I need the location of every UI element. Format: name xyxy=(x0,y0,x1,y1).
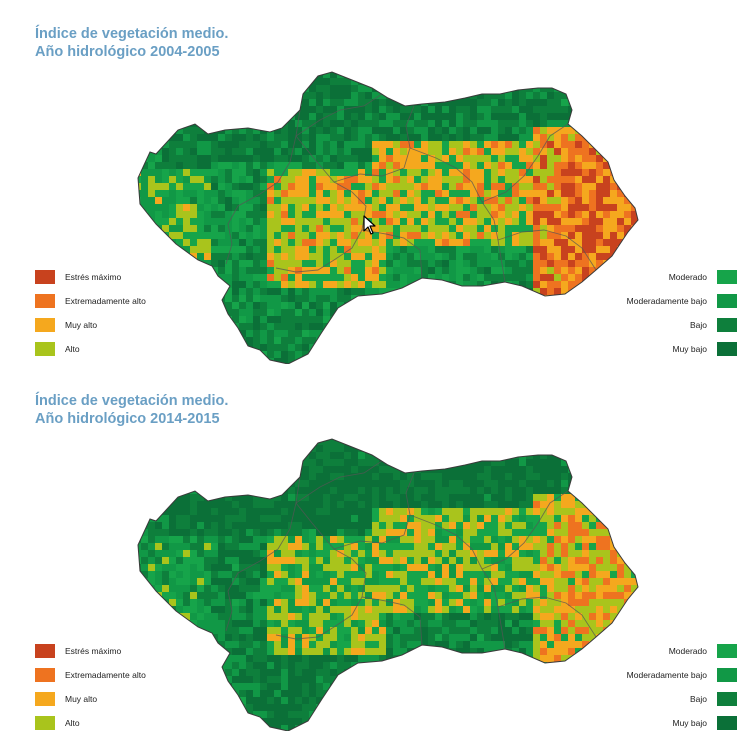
province-border xyxy=(361,229,423,279)
legend-swatch xyxy=(35,270,55,284)
map-panel-2014-2015: Índice de vegetación medio. Año hidrológ… xyxy=(0,373,754,748)
panel-title-line1: Índice de vegetación medio. xyxy=(35,26,229,42)
province-border xyxy=(481,123,569,203)
legend-swatch xyxy=(717,270,737,284)
legend-swatch xyxy=(717,644,737,658)
map-panel-2004-2005: Índice de vegetación medio. Año hidrológ… xyxy=(0,0,754,372)
province-border xyxy=(333,472,415,550)
legend-swatch xyxy=(717,692,737,706)
legend-label: Muy bajo xyxy=(672,344,708,354)
legend-label: Muy alto xyxy=(65,320,98,330)
province-border xyxy=(361,596,423,646)
legend-label: Bajo xyxy=(689,694,707,704)
legend-swatch xyxy=(717,668,737,682)
province-border xyxy=(295,93,383,137)
region-outline xyxy=(137,71,639,364)
legend-swatch xyxy=(717,342,737,356)
legend-label: Alto xyxy=(65,344,80,354)
legend-label: Moderadamente bajo xyxy=(626,296,707,306)
legend-swatch xyxy=(717,318,737,332)
legend-swatch xyxy=(35,294,55,308)
legend-label: Estrés máximo xyxy=(65,272,122,282)
legend-label: Extremadamente alto xyxy=(65,296,146,306)
legend-swatch xyxy=(35,716,55,730)
legend-swatch xyxy=(717,716,737,730)
legend-swatch xyxy=(35,318,55,332)
vegetation-index-map xyxy=(120,431,650,731)
legend-label: Moderadamente bajo xyxy=(626,670,707,680)
legend-swatch xyxy=(35,692,55,706)
province-border xyxy=(497,596,597,638)
panel-title-line2: Año hidrológico 2014-2015 xyxy=(35,411,220,427)
legend-swatch xyxy=(35,644,55,658)
province-border xyxy=(225,109,301,265)
legend-label: Moderado xyxy=(668,646,707,656)
legend-label: Bajo xyxy=(689,320,707,330)
province-border xyxy=(333,105,415,183)
andalucia-map-svg xyxy=(137,71,639,364)
legend-swatch xyxy=(717,294,737,308)
province-border xyxy=(481,490,569,570)
legend-label: Muy alto xyxy=(65,694,98,704)
vegetation-index-raster xyxy=(138,439,638,731)
province-border xyxy=(497,229,597,271)
panel-title-line1: Índice de vegetación medio. xyxy=(35,393,229,409)
legend-swatch xyxy=(35,668,55,682)
legend-label: Estrés máximo xyxy=(65,646,122,656)
province-border xyxy=(295,460,383,504)
province-border xyxy=(225,476,301,632)
legend-label: Extremadamente alto xyxy=(65,670,146,680)
legend-swatch xyxy=(35,342,55,356)
region-outline xyxy=(137,438,639,731)
legend-label: Muy bajo xyxy=(672,718,708,728)
mouse-pointer-icon xyxy=(363,215,376,235)
vegetation-index-raster xyxy=(138,72,638,364)
legend-label: Alto xyxy=(65,718,80,728)
andalucia-map-svg xyxy=(137,438,639,731)
legend-label: Moderado xyxy=(668,272,707,282)
panel-title-line2: Año hidrológico 2004-2005 xyxy=(35,44,220,60)
vegetation-index-map xyxy=(120,64,650,364)
